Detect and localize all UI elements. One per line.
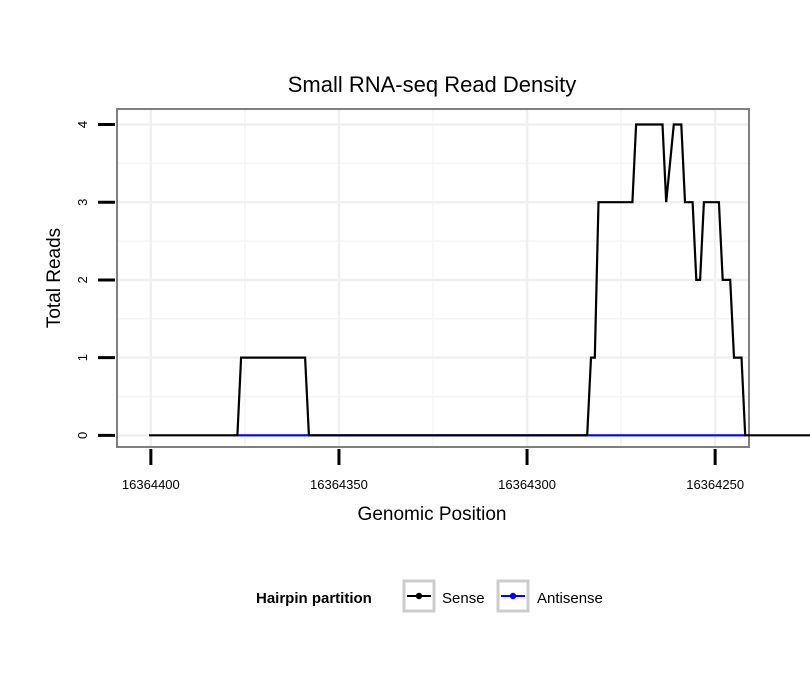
series-line-sense	[149, 123, 810, 437]
x-tick-label: 16364400	[122, 477, 180, 492]
y-tick-label: 4	[75, 121, 90, 128]
x-axis-title: Genomic Position	[358, 504, 507, 525]
legend-label-sense: Sense	[442, 590, 485, 607]
y-axis-title: Total Reads	[44, 228, 65, 328]
x-tick-label: 16364300	[498, 477, 556, 492]
chart-title: Small RNA-seq Read Density	[288, 72, 577, 97]
tick-layer: 0 1 2 3 4 16364400 16364350 16364300 16364250	[75, 121, 744, 492]
grid-layer	[117, 109, 749, 447]
plot-panel-border	[116, 108, 750, 448]
y-tick-label: 0	[75, 432, 90, 439]
legend-item-antisense: Antisense	[496, 579, 603, 613]
legend: Hairpin partition Sense Antisense	[256, 579, 603, 613]
legend-key-sense-point	[415, 592, 423, 600]
legend-title: Hairpin partition	[256, 590, 372, 607]
legend-label-antisense: Antisense	[537, 590, 603, 607]
x-tick-label: 16364250	[686, 477, 744, 492]
y-tick-label: 3	[75, 199, 90, 206]
legend-item-sense: Sense	[402, 579, 485, 613]
legend-key-antisense-point	[509, 592, 517, 600]
y-tick-label: 1	[75, 354, 90, 361]
x-tick-label: 16364350	[310, 477, 368, 492]
series-layer	[149, 123, 810, 437]
y-tick-label: 2	[75, 276, 90, 283]
